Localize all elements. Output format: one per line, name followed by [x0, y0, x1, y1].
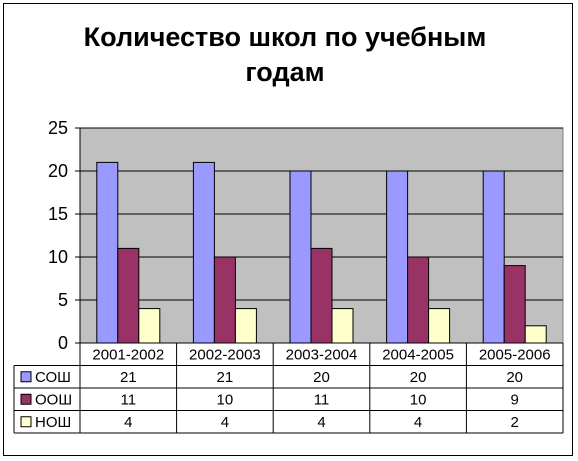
y-tick-label: 20 — [48, 161, 68, 181]
table-value: 2 — [511, 414, 519, 431]
category-label: 2003-2004 — [286, 346, 358, 363]
bar-НОШ-2004-2005 — [428, 308, 451, 344]
table-value: 20 — [313, 369, 330, 386]
table-value: 11 — [314, 391, 330, 408]
category-label: 2004-2005 — [382, 346, 454, 363]
table-value: 10 — [410, 391, 427, 408]
table-value: 4 — [414, 414, 422, 431]
bar-НОШ-2002-2003 — [234, 308, 257, 344]
y-tick-label: 5 — [58, 290, 68, 310]
table-value: 21 — [120, 369, 137, 386]
y-tick-label: 15 — [48, 204, 68, 224]
legend-label: ООШ — [35, 391, 72, 408]
legend-label: СОШ — [35, 369, 71, 386]
table-value: 11 — [121, 391, 137, 408]
legend-key-ООШ — [20, 393, 32, 405]
table-value: 9 — [511, 391, 519, 408]
category-label: 2005-2006 — [479, 346, 551, 363]
bar-ООШ-2005-2006 — [503, 265, 526, 344]
bar-СОШ-2003-2004 — [289, 170, 312, 344]
table-value: 4 — [317, 414, 325, 431]
chart-title: Количество школ по учебным годам — [40, 20, 530, 90]
bar-НОШ-2001-2002 — [138, 308, 161, 344]
chart-title-line-1: Количество школ по учебным — [83, 22, 487, 52]
legend-label: НОШ — [35, 414, 71, 431]
bar-ООШ-2003-2004 — [310, 247, 333, 344]
bar-НОШ-2003-2004 — [331, 308, 354, 344]
bar-ООШ-2001-2002 — [117, 247, 140, 344]
bar-СОШ-2001-2002 — [96, 161, 119, 344]
table-value: 10 — [217, 391, 234, 408]
legend-key-СОШ — [20, 371, 32, 383]
table-value: 20 — [410, 369, 427, 386]
bar-ООШ-2004-2005 — [407, 256, 430, 344]
bar-СОШ-2002-2003 — [192, 161, 215, 344]
y-tick-label: 0 — [58, 333, 68, 353]
chart-title-line-2: годам — [245, 57, 325, 87]
legend-key-НОШ — [20, 416, 32, 428]
bar-СОШ-2004-2005 — [386, 170, 409, 344]
table-value: 20 — [506, 369, 523, 386]
y-tick-label: 10 — [48, 247, 68, 267]
table-value: 4 — [124, 414, 132, 431]
category-label: 2001-2002 — [92, 346, 164, 363]
table-value: 21 — [217, 369, 234, 386]
table-value: 4 — [221, 414, 229, 431]
bar-ООШ-2002-2003 — [213, 256, 236, 344]
bar-НОШ-2005-2006 — [524, 325, 547, 344]
bar-СОШ-2005-2006 — [482, 170, 505, 344]
category-label: 2002-2003 — [189, 346, 261, 363]
y-tick-label: 25 — [48, 118, 68, 138]
